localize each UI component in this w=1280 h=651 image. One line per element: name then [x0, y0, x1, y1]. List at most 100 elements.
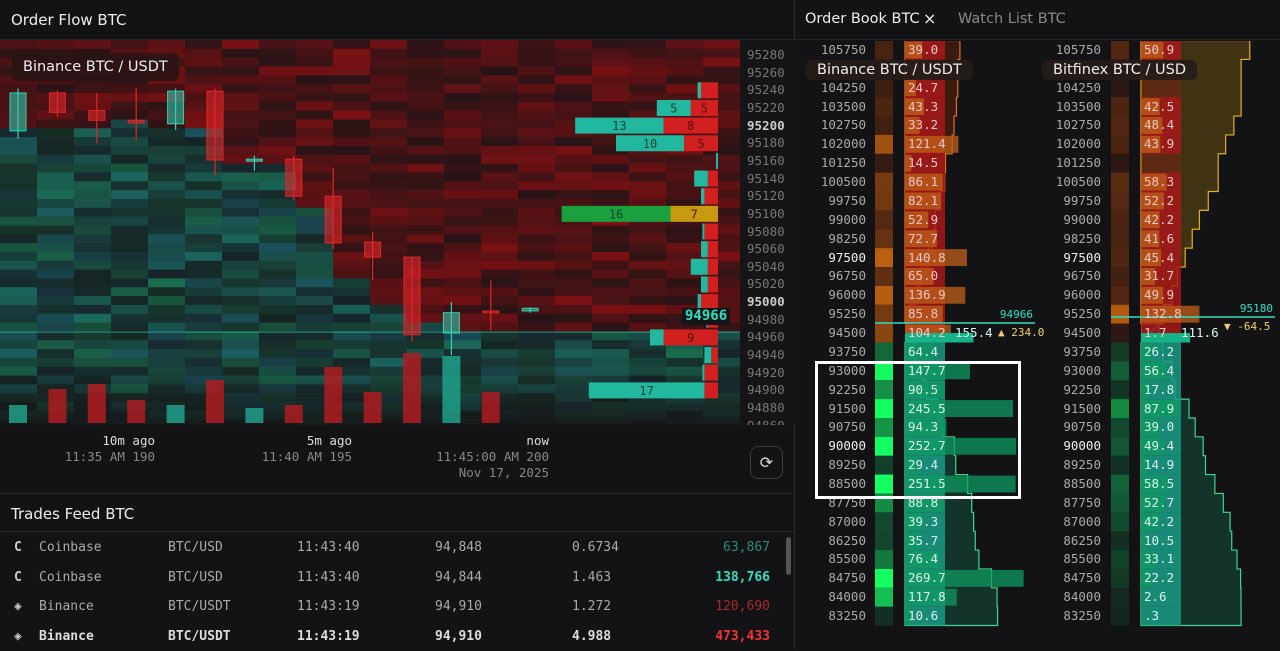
- book-price: 87750: [1041, 494, 1101, 512]
- book-price: 89250: [1041, 456, 1101, 474]
- book-size: 39.0: [1144, 418, 1174, 436]
- book-price: 88500: [1041, 475, 1101, 493]
- book-size: 87.9: [1144, 400, 1174, 418]
- heat-cell: [1111, 550, 1129, 569]
- heat-cell: [875, 531, 893, 550]
- book-price: 105750: [1041, 41, 1101, 59]
- heat-cell: [1111, 173, 1129, 192]
- heat-cell: [875, 267, 893, 286]
- heat-cell: [1111, 267, 1129, 286]
- book-size: 50.9: [1144, 41, 1174, 59]
- tab-bar: Order Book BTC × Watch List BTC: [796, 0, 1280, 40]
- book-price: 97500: [806, 249, 866, 267]
- book-price: 84000: [806, 588, 866, 606]
- book-price: 102750: [1041, 116, 1101, 134]
- tab-order-book[interactable]: Order Book BTC: [805, 11, 920, 27]
- book-price: 87000: [806, 513, 866, 531]
- book-size: 41.6: [1144, 230, 1174, 248]
- book-size: 121.4: [908, 135, 946, 153]
- book-size: 58.3: [1144, 173, 1174, 191]
- heat-cell: [1111, 192, 1129, 211]
- book-price: 100500: [1041, 173, 1101, 191]
- book-size: 24.7: [908, 79, 938, 97]
- book-price: 83250: [806, 607, 866, 625]
- book-size: 31.7: [1144, 267, 1174, 285]
- book-size: 43.3: [908, 98, 938, 116]
- heat-cell: [875, 550, 893, 569]
- book-size: 39.3: [908, 513, 938, 531]
- book-price: 102750: [806, 116, 866, 134]
- book-price: 95250: [806, 305, 866, 323]
- book-price: 104250: [1041, 79, 1101, 97]
- book-size: 42.5: [1144, 98, 1174, 116]
- book-size: 65.0: [908, 267, 938, 285]
- book-price: 84750: [806, 569, 866, 587]
- book-size: 52.7: [1144, 494, 1174, 512]
- book-price: 90000: [1041, 437, 1101, 455]
- tab-watch-list[interactable]: Watch List BTC: [958, 11, 1066, 27]
- book-price: 103500: [806, 98, 866, 116]
- book-size: 49.4: [1144, 437, 1174, 455]
- book-size: 269.7: [908, 569, 946, 587]
- book-price: 94500: [1041, 324, 1101, 342]
- book-size: 49.9: [1144, 286, 1174, 304]
- heat-cell: [1111, 607, 1129, 626]
- heat-cell: [1111, 437, 1129, 456]
- book-size: 42.2: [1144, 513, 1174, 531]
- heat-cell: [1111, 154, 1129, 173]
- book-price: 93750: [1041, 343, 1101, 361]
- heat-cell: [1111, 399, 1129, 418]
- book-size: 42.2: [1144, 211, 1174, 229]
- heat-cell: [1111, 361, 1129, 380]
- heat-cell: [1111, 456, 1129, 475]
- book-price: 102000: [1041, 135, 1101, 153]
- book-price: 103500: [1041, 98, 1101, 116]
- book-size: 104.2: [908, 324, 946, 342]
- heat-cell: [1111, 380, 1129, 399]
- price-delta-label: ▲ 234.0: [998, 324, 1044, 342]
- book-size: 22.2: [1144, 569, 1174, 587]
- heat-cell: [1111, 512, 1129, 531]
- book-size: 48.4: [1144, 116, 1174, 134]
- heat-cell: [1111, 286, 1129, 305]
- close-tab-icon[interactable]: ×: [923, 9, 936, 28]
- heat-cell: [1111, 531, 1129, 550]
- book-size: 117.8: [908, 588, 946, 606]
- book-price: 99000: [1041, 211, 1101, 229]
- book-price: 96000: [806, 286, 866, 304]
- heat-cell: [875, 588, 893, 607]
- book-price: 87000: [1041, 513, 1101, 531]
- book-price: 99750: [806, 192, 866, 210]
- heat-cell: [875, 342, 893, 361]
- heat-cell: [1111, 475, 1129, 494]
- heat-cell: [1111, 418, 1129, 437]
- book-price: 98250: [806, 230, 866, 248]
- heat-cell: [875, 41, 893, 59]
- book-size: 33.1: [1144, 550, 1174, 568]
- book-price: 86250: [806, 532, 866, 550]
- book-price: 95250: [1041, 305, 1101, 323]
- heat-cell: [875, 135, 893, 154]
- heat-cell: [875, 512, 893, 531]
- book-price: 99750: [1041, 192, 1101, 210]
- heat-cell: [1111, 305, 1129, 324]
- book-size: 14.9: [1144, 456, 1174, 474]
- book-size: 132.8: [1144, 305, 1182, 323]
- book-price: 93000: [1041, 362, 1101, 380]
- book-price: 85500: [806, 550, 866, 568]
- heat-cell: [1111, 41, 1129, 59]
- heat-cell: [875, 305, 893, 324]
- book-size: 35.7: [908, 532, 938, 550]
- heat-cell: [875, 286, 893, 305]
- book-price: 101250: [1041, 154, 1101, 172]
- heat-cell: [1111, 78, 1129, 97]
- book-size: 86.1: [908, 173, 938, 191]
- heat-cell: [1111, 116, 1129, 135]
- book-size: 26.2: [1144, 343, 1174, 361]
- book-size: 14.5: [908, 154, 938, 172]
- order-flow-title: Order Flow BTC: [0, 0, 795, 40]
- mid-price-label: 94966: [983, 306, 1033, 324]
- heat-cell: [875, 248, 893, 267]
- heat-cell: [875, 569, 893, 588]
- ask-base-bar: [1141, 154, 1181, 173]
